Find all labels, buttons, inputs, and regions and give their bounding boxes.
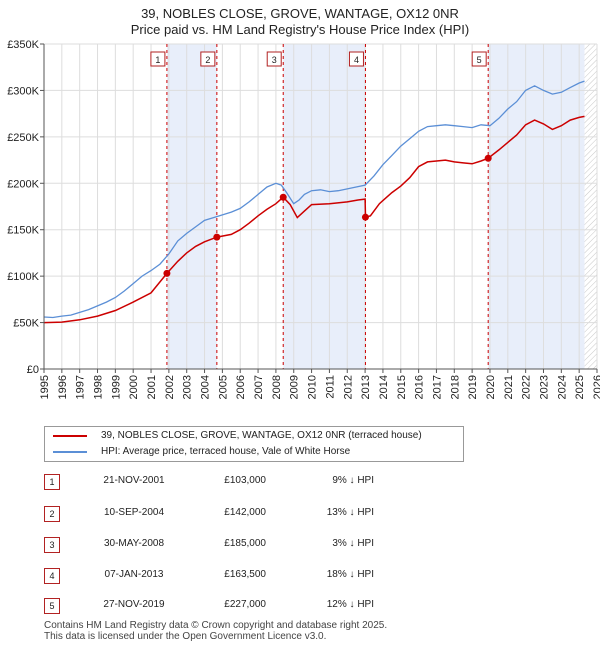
x-tick-label: 2020: [485, 375, 497, 399]
price-chart: 1 2 3 4 5 £0 £50K £100K £150K £200K £250K £300K £350…: [7, 39, 600, 399]
sale-hpi-diff: 9% ↓ HPI: [332, 475, 374, 486]
x-tick-label: 2013: [360, 375, 372, 399]
x-tick-label: 2002: [164, 375, 176, 399]
sale-marker-box: [471, 51, 487, 67]
x-tick-label: 2023: [538, 375, 550, 399]
x-tick-label: 2001: [146, 375, 158, 399]
x-tick-label: 2016: [414, 375, 426, 399]
y-tick-label: £100K: [7, 271, 39, 283]
x-tick-label: 2000: [128, 375, 140, 399]
x-tick-label: 2010: [307, 375, 319, 399]
x-tick-label: 2014: [378, 375, 390, 399]
x-tick-label: 2015: [396, 375, 408, 399]
x-tick-label: 2007: [253, 375, 265, 399]
sale-hpi-diff: 18% ↓ HPI: [326, 569, 374, 580]
title-line-1: 39, NOBLES CLOSE, GROVE, WANTAGE, OX12 0…: [141, 6, 459, 21]
y-tick-label: £350K: [7, 39, 39, 51]
ownership-shade: [488, 44, 585, 369]
x-tick-label: 1996: [57, 375, 69, 399]
x-tick-label: 2009: [289, 375, 301, 399]
sale-hpi-diff: 3% ↓ HPI: [332, 538, 374, 549]
x-tick-label: 1995: [39, 375, 51, 399]
property-series-line: [43, 115, 585, 324]
sale-date: 30-MAY-2008: [103, 538, 165, 549]
sale-marker-label: 2: [205, 55, 210, 65]
x-tick-label: 2008: [271, 375, 283, 399]
hpi-series-line: [43, 80, 585, 319]
x-tick-label: 1998: [93, 375, 105, 399]
footer-line-2: This data is licensed under the Open Gov…: [44, 631, 327, 642]
table-row: 3 30-MAY-2008 £185,000 3% ↓ HPI: [44, 535, 444, 555]
footer-line-1: Contains HM Land Registry data © Crown c…: [44, 620, 388, 631]
sale-marker-label: 5: [477, 55, 482, 65]
y-tick-label: £200K: [7, 178, 39, 190]
sale-number-badge: 5: [44, 598, 60, 614]
sale-marker-box: [150, 51, 166, 67]
title-line-2: Price paid vs. HM Land Registry's House …: [130, 22, 470, 37]
x-tick-label: 2005: [217, 375, 229, 399]
x-tick-label: 2006: [235, 375, 247, 399]
y-tick-label: £150K: [7, 225, 39, 237]
sale-hpi-diff: 13% ↓ HPI: [326, 507, 374, 518]
ownership-shade: [283, 44, 366, 369]
sale-marker-label: 4: [354, 55, 359, 65]
ownership-shade: [166, 44, 217, 369]
legend-label-hpi: HPI: Average price, terraced house, Vale…: [101, 446, 351, 457]
sale-point: [279, 193, 287, 201]
y-tick-label: £250K: [7, 132, 39, 144]
legend-swatch-hpi: [53, 451, 87, 453]
sale-date: 10-SEP-2004: [103, 507, 165, 518]
x-tick-label: 1997: [75, 375, 87, 399]
sale-marker-box: [348, 51, 364, 67]
x-tick-label: 2011: [324, 375, 336, 399]
sale-marker-label: 3: [272, 55, 277, 65]
x-tick-label: 2025: [574, 375, 586, 399]
sale-date: 07-JAN-2013: [104, 569, 164, 580]
y-tick-label: £300K: [7, 85, 39, 97]
chart-title: 39, NOBLES CLOSE, GROVE, WANTAGE, OX12 0…: [0, 6, 600, 38]
x-tick-label: 1999: [110, 375, 122, 399]
sale-hpi-diff: 12% ↓ HPI: [326, 599, 374, 610]
sale-price: £185,000: [224, 538, 266, 549]
x-tick-label: 2019: [467, 375, 479, 399]
x-tick-label: 2026: [592, 375, 600, 399]
x-tick-label: 2021: [503, 375, 515, 399]
y-tick-label: £0: [27, 364, 39, 376]
x-tick-label: 2012: [342, 375, 354, 399]
sale-number-badge: 3: [44, 537, 60, 553]
sale-price: £227,000: [224, 599, 266, 610]
legend-swatch-property: [53, 435, 87, 437]
sale-marker-box: [266, 51, 282, 67]
sale-number-badge: 1: [44, 474, 60, 490]
sale-price: £103,000: [224, 475, 266, 486]
x-tick-label: 2003: [182, 375, 194, 399]
x-tick-label: 2022: [521, 375, 533, 399]
sale-price: £142,000: [224, 507, 266, 518]
sale-point: [361, 213, 369, 221]
y-tick-label: £50K: [13, 318, 39, 330]
legend: 39, NOBLES CLOSE, GROVE, WANTAGE, OX12 0…: [44, 426, 464, 462]
sale-number-badge: 4: [44, 568, 60, 584]
sale-marker-label: 1: [155, 55, 160, 65]
sale-marker-box: [200, 51, 216, 67]
sale-date: 21-NOV-2001: [103, 475, 165, 486]
x-tick-label: 2004: [200, 375, 212, 399]
table-row: 4 07-JAN-2013 £163,500 18% ↓ HPI: [44, 566, 444, 586]
sale-date: 27-NOV-2019: [103, 599, 165, 610]
sale-point: [484, 154, 492, 162]
forecast-hatch: [584, 44, 597, 369]
x-tick-label: 2017: [431, 375, 443, 399]
table-row: 2 10-SEP-2004 £142,000 13% ↓ HPI: [44, 504, 444, 524]
table-row: 1 21-NOV-2001 £103,000 9% ↓ HPI: [44, 472, 444, 492]
sale-number-badge: 2: [44, 506, 60, 522]
table-row: 5 27-NOV-2019 £227,000 12% ↓ HPI: [44, 596, 444, 616]
legend-label-property: 39, NOBLES CLOSE, GROVE, WANTAGE, OX12 0…: [101, 430, 422, 441]
footer-attribution: Contains HM Land Registry data © Crown c…: [44, 620, 387, 642]
sale-point: [213, 233, 221, 241]
sale-price: £163,500: [224, 569, 266, 580]
x-tick-label: 2024: [556, 375, 568, 399]
sale-point: [163, 269, 171, 277]
x-tick-label: 2018: [449, 375, 461, 399]
